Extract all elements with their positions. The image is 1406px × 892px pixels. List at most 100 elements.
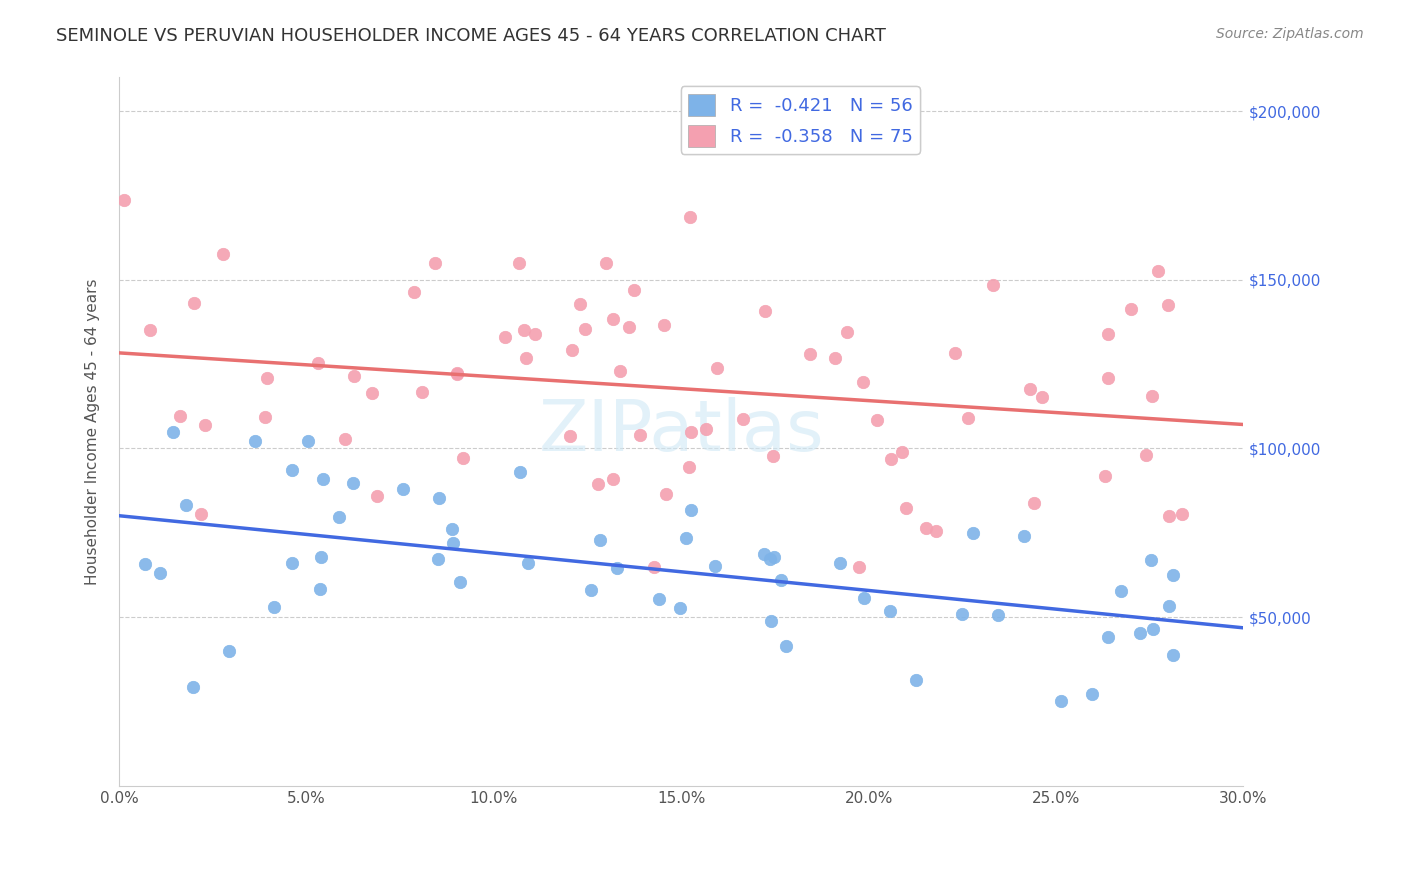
Point: [162, 425, 184, 439]
Point: [1157, 298, 1180, 312]
Point: [183, 296, 205, 310]
Point: [1161, 648, 1184, 662]
Point: [762, 449, 785, 463]
Point: [211, 247, 233, 261]
Point: [174, 498, 197, 512]
Point: [830, 556, 852, 570]
Point: [263, 599, 285, 614]
Point: [1157, 599, 1180, 614]
Point: [1142, 622, 1164, 636]
Point: [880, 451, 903, 466]
Legend: R =  -0.421   N = 56, R =  -0.358   N = 75: R = -0.421 N = 56, R = -0.358 N = 75: [681, 87, 920, 154]
Point: [609, 364, 631, 378]
Point: [1111, 584, 1133, 599]
Text: ZIPatlas: ZIPatlas: [538, 397, 824, 467]
Point: [1097, 371, 1119, 385]
Point: [194, 417, 217, 432]
Point: [1135, 449, 1157, 463]
Point: [149, 566, 172, 580]
Point: [1019, 382, 1042, 396]
Point: [852, 591, 875, 606]
Point: [759, 551, 782, 566]
Point: [983, 277, 1005, 292]
Point: [754, 304, 776, 318]
Point: [643, 559, 665, 574]
Point: [675, 531, 697, 545]
Point: [679, 425, 702, 439]
Point: [914, 521, 936, 535]
Point: [281, 463, 304, 477]
Point: [962, 526, 984, 541]
Point: [1097, 327, 1119, 342]
Point: [451, 451, 474, 466]
Point: [411, 384, 433, 399]
Point: [851, 375, 873, 389]
Point: [509, 465, 531, 479]
Point: [904, 673, 927, 687]
Point: [333, 432, 356, 446]
Point: [308, 582, 330, 596]
Point: [1139, 552, 1161, 566]
Text: SEMINOLE VS PERUVIAN HOUSEHOLDER INCOME AGES 45 - 64 YEARS CORRELATION CHART: SEMINOLE VS PERUVIAN HOUSEHOLDER INCOME …: [56, 27, 886, 45]
Point: [623, 283, 645, 297]
Point: [524, 327, 547, 342]
Point: [560, 429, 582, 443]
Point: [253, 409, 276, 424]
Point: [824, 351, 846, 365]
Point: [392, 482, 415, 496]
Point: [1121, 302, 1143, 317]
Point: [1097, 630, 1119, 644]
Point: [494, 330, 516, 344]
Text: Source: ZipAtlas.com: Source: ZipAtlas.com: [1216, 27, 1364, 41]
Point: [952, 607, 974, 621]
Point: [181, 680, 204, 694]
Point: [446, 367, 468, 381]
Point: [1081, 687, 1104, 701]
Point: [731, 412, 754, 426]
Point: [652, 318, 675, 333]
Point: [648, 591, 671, 606]
Point: [343, 369, 366, 384]
Point: [681, 503, 703, 517]
Point: [190, 507, 212, 521]
Point: [762, 550, 785, 565]
Y-axis label: Householder Income Ages 45 - 64 years: Householder Income Ages 45 - 64 years: [86, 278, 100, 585]
Point: [517, 556, 540, 570]
Point: [761, 614, 783, 628]
Point: [588, 533, 610, 547]
Point: [679, 210, 702, 224]
Point: [1140, 389, 1163, 403]
Point: [441, 536, 464, 550]
Point: [754, 547, 776, 561]
Point: [706, 361, 728, 376]
Point: [837, 325, 859, 339]
Point: [366, 489, 388, 503]
Point: [342, 476, 364, 491]
Point: [218, 644, 240, 658]
Point: [134, 557, 156, 571]
Point: [602, 472, 624, 486]
Point: [891, 445, 914, 459]
Point: [1157, 508, 1180, 523]
Point: [427, 491, 450, 506]
Point: [848, 559, 870, 574]
Point: [427, 552, 450, 566]
Point: [775, 639, 797, 653]
Point: [924, 524, 946, 538]
Point: [586, 477, 609, 491]
Point: [328, 510, 350, 524]
Point: [508, 256, 530, 270]
Point: [595, 256, 617, 270]
Point: [1146, 264, 1168, 278]
Point: [361, 386, 384, 401]
Point: [879, 604, 901, 618]
Point: [606, 561, 628, 575]
Point: [654, 487, 676, 501]
Point: [769, 573, 792, 587]
Point: [446, 366, 468, 380]
Point: [169, 409, 191, 423]
Point: [312, 471, 335, 485]
Point: [896, 500, 918, 515]
Point: [987, 607, 1010, 622]
Point: [281, 556, 304, 570]
